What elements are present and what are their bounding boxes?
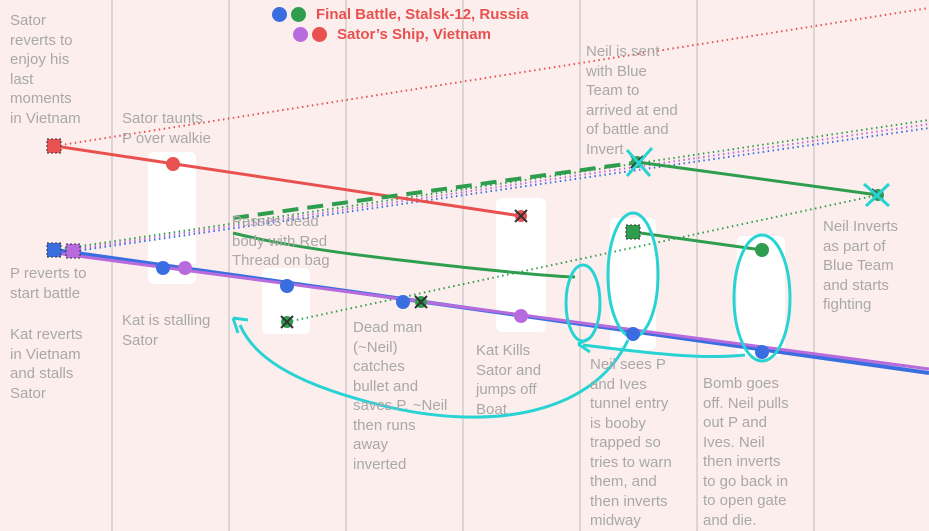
dotted-green-line <box>54 119 929 251</box>
dotted-blue-line <box>54 127 929 255</box>
x-mark <box>514 209 528 223</box>
legend-label: Final Battle, Stalsk-12, Russia <box>316 6 529 23</box>
highlight-card <box>610 218 656 350</box>
x-mark <box>414 295 428 309</box>
legend-label: Sator’s Ship, Vietnam <box>337 26 491 43</box>
event-dots <box>156 157 769 359</box>
cyan-circle <box>732 233 792 363</box>
highlight-card <box>496 198 546 332</box>
blue-dot-icon <box>272 7 287 22</box>
annotation-neil-sent: Neil is sent with Blue Team to arrived a… <box>586 43 678 158</box>
start-marker <box>625 224 641 240</box>
start-marker <box>46 138 62 154</box>
cyan-arrow-head <box>231 316 249 334</box>
purple-dot <box>178 261 192 275</box>
annotation-sator-taunts: Sator taunts P over walkie <box>122 110 211 147</box>
blue-dot <box>280 279 294 293</box>
annotation-passes-dead-body: Passes dead body with Red Thread on bag <box>232 213 330 269</box>
blue-dot <box>626 327 640 341</box>
start-marker <box>65 243 81 259</box>
red-dot <box>166 157 180 171</box>
highlight-card <box>737 236 785 356</box>
red-dot-icon <box>312 27 327 42</box>
annotation-kat-stalling: Kat is stalling Sator <box>122 312 211 349</box>
annotation-kat-kills: Kat Kills Sator and jumps off Boat <box>476 342 542 418</box>
cyan-x-marks <box>625 147 891 208</box>
cyan-x-mark <box>625 147 654 177</box>
annotation-p-reverts: P reverts to start battle <box>10 265 87 302</box>
purple-dot-icon <box>293 27 308 42</box>
green-dot <box>755 243 769 257</box>
cyan-arrow <box>238 324 630 419</box>
highlight-card <box>148 152 196 284</box>
dotted-green-line-2 <box>286 194 879 323</box>
blue-dot <box>755 345 769 359</box>
legend-item-sators-ship: Sator’s Ship, Vietnam <box>293 26 491 43</box>
blue-dot <box>156 261 170 275</box>
green-dashed-path <box>232 161 634 220</box>
x-mark <box>280 315 294 329</box>
annotation-neil-inverts: Neil Inverts as part of Blue Team and st… <box>823 218 899 313</box>
cyan-x-mark <box>863 182 891 208</box>
annotation-sator-reverts: Sator reverts to enjoy his last moments … <box>10 12 81 127</box>
cyan-arrow-head <box>577 336 591 354</box>
annotation-kat-reverts: Kat reverts in Vietnam and stalls Sator <box>10 326 83 402</box>
blue-dot <box>396 295 410 309</box>
neil-green-segment <box>636 160 879 197</box>
dotted-purple-line <box>54 123 929 253</box>
purple-timeline <box>54 251 929 371</box>
green-dot-icon <box>291 7 306 22</box>
hand-drawn-green-line <box>232 231 576 279</box>
grid-lines <box>111 0 815 531</box>
legend-item-final-battle: Final Battle, Stalsk-12, Russia <box>272 6 529 23</box>
cyan-arrow <box>582 343 746 359</box>
annotation-bomb-goes-off: Bomb goes off. Neil pulls out P and Ives… <box>703 375 789 529</box>
purple-dot <box>514 309 528 323</box>
start-markers <box>46 138 641 259</box>
sator-red-timeline <box>54 144 522 218</box>
start-marker <box>46 242 62 258</box>
annotation-dead-man: Dead man (~Neil) catches bullet and save… <box>353 319 448 473</box>
neil-green-segment-2 <box>632 230 763 252</box>
annotation-neil-sees: Neil sees P and Ives tunnel entry is boo… <box>590 356 672 529</box>
